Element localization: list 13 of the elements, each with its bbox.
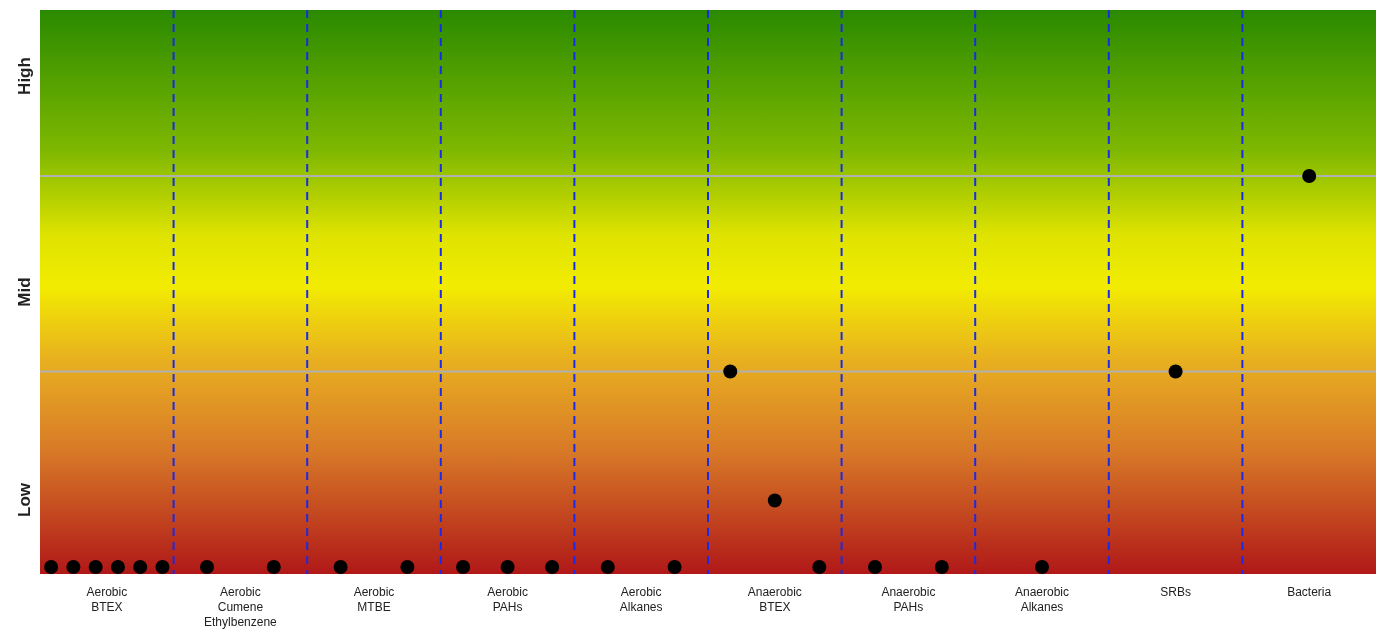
x-tick-label: Aerobic MTBE xyxy=(353,585,395,614)
text: High xyxy=(15,57,34,95)
x-tick-label: Anaerobic BTEX xyxy=(747,585,802,614)
x-tick-label: Aerobic PAHs xyxy=(487,585,528,614)
x-tick-label: Bacteria xyxy=(1287,585,1332,599)
x-tick-label: Anaerobic PAHs xyxy=(881,585,936,614)
x-tick-label: SRBs xyxy=(1160,585,1191,599)
text: Low xyxy=(15,482,34,517)
text: Mid xyxy=(15,277,34,307)
x-tick-label: Anaerobic Alkanes xyxy=(1014,585,1070,614)
x-tick-label: Aerobic Alkanes xyxy=(619,585,663,614)
x-tick-label: Aerobic BTEX xyxy=(86,585,128,614)
x-tick-label: Aerobic Cumene Ethylbenzene xyxy=(204,585,278,629)
